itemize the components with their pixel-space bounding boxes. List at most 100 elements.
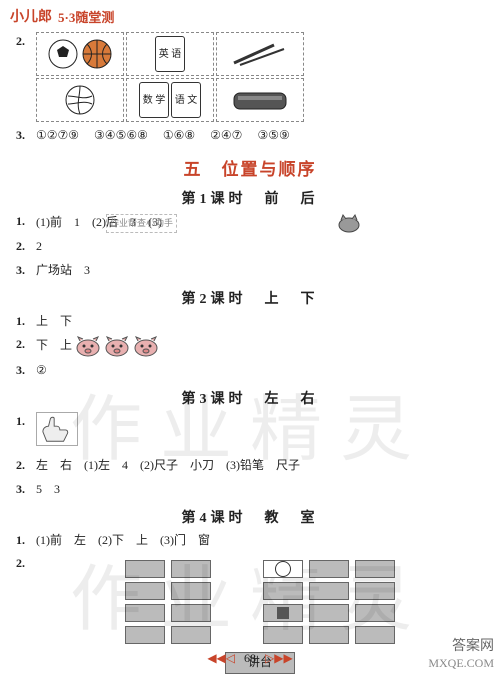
lesson1-title: 第1课时 前 后 <box>16 188 484 208</box>
l1-q3: 3. 广场站 3 <box>16 261 484 280</box>
q2-image-grid: 英 语 数 学 语 文 <box>36 32 484 122</box>
brand-logo: 小儿郎 <box>10 6 52 26</box>
l2-q1: 1. 上 下 <box>16 312 484 331</box>
q3top-row: 3. ①②⑦⑨ ③④⑤⑥⑧ ①⑥⑧ ②④⑦ ③⑤⑨ <box>16 126 484 145</box>
seat-row-4 <box>125 626 395 644</box>
l2-q2-text: 下 上 <box>36 338 72 352</box>
site-en: MXQE.COM <box>428 656 494 670</box>
cell-book-english: 英 语 <box>126 32 214 76</box>
pencil-case-icon <box>230 85 290 115</box>
l3-q2-text: 左 右 (1)左 4 (2)尺子 小刀 (3)铅笔 尺子 <box>36 456 484 475</box>
seat <box>125 560 165 578</box>
site-zh: 答案网 <box>428 639 494 656</box>
l2-q2: 2. 下 上 <box>16 335 484 357</box>
l2-q2-num: 2. <box>16 335 36 354</box>
lesson2-title: 第2课时 上 下 <box>16 288 484 308</box>
seat-gap <box>217 626 257 644</box>
pig-icon-2 <box>104 335 130 357</box>
q3-g3: ①⑥⑧ <box>163 128 195 142</box>
seat <box>355 582 395 600</box>
seat <box>263 626 303 644</box>
seat <box>309 604 349 622</box>
cat-icon <box>335 213 363 233</box>
seat <box>125 626 165 644</box>
l2-q3: 3. ② <box>16 361 484 380</box>
l3-q1-num: 1. <box>16 412 36 431</box>
cell-books-math-chinese: 数 学 语 文 <box>126 78 214 122</box>
page-content: 2. 英 语 数 学 语 文 <box>0 32 500 674</box>
pig-icon-1 <box>75 335 101 357</box>
l4-q1-num: 1. <box>16 531 36 550</box>
seat-square-marker <box>263 604 303 622</box>
lesson4-title: 第4课时 教 室 <box>16 507 484 527</box>
book-english: 英 语 <box>155 36 185 72</box>
q3top-num: 3. <box>16 126 36 145</box>
cell-pencils <box>216 32 304 76</box>
seat <box>171 626 211 644</box>
seat-row-1 <box>125 560 395 578</box>
q3-g1: ①②⑦⑨ <box>36 128 79 142</box>
seat <box>171 560 211 578</box>
l3-q3-num: 3. <box>16 480 36 499</box>
book-math: 数 学 <box>139 82 169 118</box>
pig-icon-3 <box>133 335 159 357</box>
basketball-icon <box>81 38 113 70</box>
seat <box>309 626 349 644</box>
site-watermark: 答案网 MXQE.COM <box>428 639 494 670</box>
seat <box>263 582 303 600</box>
l1-q2-text: 2 <box>36 237 484 256</box>
brand-subtitle: 5·3随堂测 <box>58 7 114 26</box>
seat <box>125 604 165 622</box>
seat-row-2 <box>125 582 395 600</box>
l4-q1-text: (1)前 左 (2)下 上 (3)门 窗 <box>36 531 484 550</box>
seat <box>171 582 211 600</box>
seat-gap <box>217 560 257 578</box>
l1-q1-num: 1. <box>16 212 36 231</box>
l2-q2-body: 下 上 <box>36 335 484 357</box>
pencils-icon <box>230 39 290 69</box>
l3-q3-text: 5 3 <box>36 480 484 499</box>
deco-left: ◀◀◁ <box>207 651 235 665</box>
section5-title: 五 位置与顺序 <box>16 155 484 180</box>
seat <box>355 626 395 644</box>
q2-row: 2. 英 语 数 学 语 文 <box>16 32 484 122</box>
cell-balls-1 <box>36 32 124 76</box>
soccer-ball-icon <box>47 38 79 70</box>
q3-g5: ③⑤⑨ <box>257 128 289 142</box>
l2-q3-text: ② <box>36 361 484 380</box>
l2-q3-num: 3. <box>16 361 36 380</box>
l2-q1-text: 上 下 <box>36 312 484 331</box>
l1-q3-num: 3. <box>16 261 36 280</box>
book-chinese: 语 文 <box>171 82 201 118</box>
q3-g4: ②④⑦ <box>210 128 242 142</box>
seat <box>171 604 211 622</box>
deco-right: ▷▶▶ <box>265 651 293 665</box>
l1-q3-text: 广场站 3 <box>36 261 484 280</box>
l1-q2: 2. 2 <box>16 237 484 256</box>
lesson3-title: 第3课时 左 右 <box>16 388 484 408</box>
l2-q1-num: 1. <box>16 312 36 331</box>
l3-q2-num: 2. <box>16 456 36 475</box>
hand-icon <box>36 412 78 446</box>
seat-circle-marker <box>263 560 303 578</box>
seat <box>309 582 349 600</box>
cell-volleyball <box>36 78 124 122</box>
l1-q1-body: (1)前 1 (2)后 3 (3) 作业帮查小助手 <box>36 212 484 233</box>
page-footer: ◀◀◁ 68 ▷▶▶ <box>0 651 500 666</box>
seat <box>125 582 165 600</box>
seat <box>355 604 395 622</box>
cell-pencilcase <box>216 78 304 122</box>
page-number: 68 <box>244 651 256 665</box>
volleyball-icon <box>64 84 96 116</box>
q3-g2: ③④⑤⑥⑧ <box>94 128 148 142</box>
seat <box>355 560 395 578</box>
q3top-body: ①②⑦⑨ ③④⑤⑥⑧ ①⑥⑧ ②④⑦ ③⑤⑨ <box>36 126 484 145</box>
helper-note: 作业帮查小助手 <box>106 214 177 232</box>
l4-q2-num: 2. <box>16 554 36 573</box>
l3-q3: 3. 5 3 <box>16 480 484 499</box>
q2-num: 2. <box>16 32 36 51</box>
seat-row-3 <box>125 604 395 622</box>
l1-q2-num: 2. <box>16 237 36 256</box>
l3-q2: 2. 左 右 (1)左 4 (2)尺子 小刀 (3)铅笔 尺子 <box>16 456 484 475</box>
page-header: 小儿郎 5·3随堂测 <box>0 0 500 28</box>
